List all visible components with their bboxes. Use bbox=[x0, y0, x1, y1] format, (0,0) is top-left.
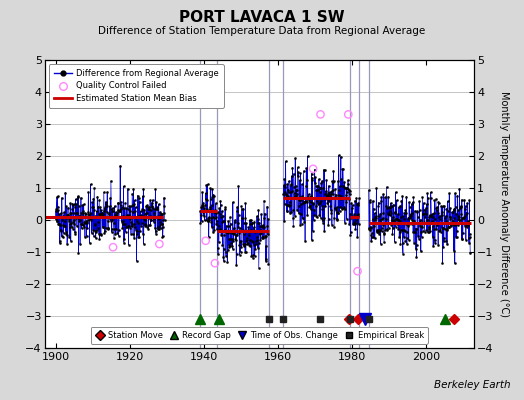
Point bbox=[109, 244, 117, 250]
Text: Berkeley Earth: Berkeley Earth bbox=[434, 380, 511, 390]
Point bbox=[211, 260, 219, 266]
Point bbox=[344, 111, 353, 118]
Point bbox=[202, 238, 210, 244]
Point bbox=[353, 268, 362, 274]
Text: Difference of Station Temperature Data from Regional Average: Difference of Station Temperature Data f… bbox=[99, 26, 425, 36]
Point bbox=[155, 241, 163, 247]
Y-axis label: Monthly Temperature Anomaly Difference (°C): Monthly Temperature Anomaly Difference (… bbox=[499, 91, 509, 317]
Text: PORT LAVACA 1 SW: PORT LAVACA 1 SW bbox=[179, 10, 345, 25]
Legend: Station Move, Record Gap, Time of Obs. Change, Empirical Break: Station Move, Record Gap, Time of Obs. C… bbox=[91, 326, 428, 344]
Point bbox=[309, 166, 318, 172]
Point bbox=[316, 111, 325, 118]
